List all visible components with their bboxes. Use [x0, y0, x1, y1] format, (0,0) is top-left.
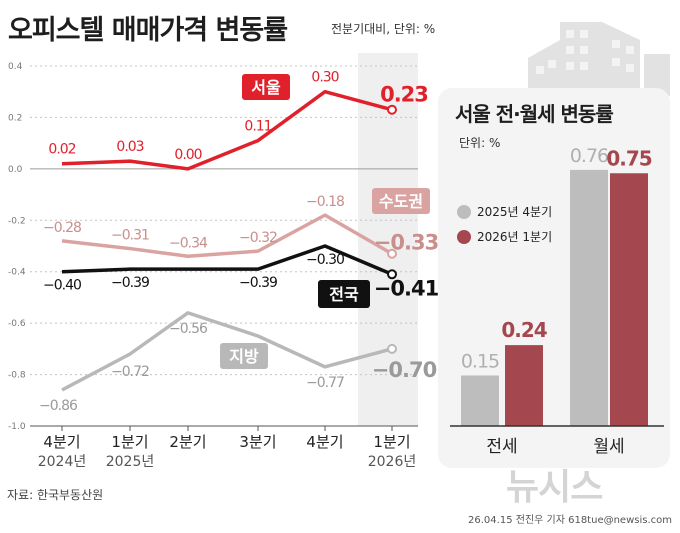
seoul-value-label: 0.00: [174, 147, 201, 163]
bar-category-label: 월세: [593, 437, 624, 457]
x-tick-year: 2026년: [368, 454, 417, 470]
credit-line: 26.04.15 전진우 기자 618tue@newsis.com: [468, 515, 672, 526]
metro-value-label: −0.18: [306, 194, 344, 210]
national-end-marker: [387, 269, 397, 280]
bar-category-label: 전세: [486, 437, 517, 457]
y-tick-label: 0.0: [8, 165, 23, 175]
local-end-marker: [387, 343, 397, 354]
metro-tag: [372, 188, 430, 214]
bar2025-bar: [461, 375, 499, 426]
metro-value-label: −0.28: [43, 220, 81, 236]
local-tag: [220, 343, 268, 369]
x-tick-year: 2024년: [38, 454, 87, 470]
national-value-label: −0.39: [111, 275, 149, 291]
x-tick-quarter: 4분기: [306, 433, 343, 451]
seoul-value-label: 0.02: [48, 142, 75, 158]
x-tick-quarter: 2분기: [169, 433, 206, 451]
watermark: 뉴시스: [506, 467, 603, 508]
local-line: [61, 311, 393, 392]
x-tick-quarter: 3분기: [239, 433, 276, 451]
x-tick-year: 2025년: [106, 454, 155, 470]
y-tick-label: -0.2: [8, 216, 26, 226]
y-tick-label: 0.2: [8, 113, 22, 123]
legend-2026-label: 2026년 1분기: [477, 230, 553, 244]
metro-value-label: −0.32: [239, 230, 277, 246]
bar2026-bar: [610, 173, 648, 426]
legend-2026: 2026년 1분기: [457, 228, 552, 245]
metro-value-label: −0.31: [111, 228, 149, 244]
y-tick-label: -0.4: [8, 268, 26, 278]
metro-end-marker: [387, 248, 397, 259]
seoul-value-label: 0.23: [380, 83, 428, 107]
bar2025-bar: [570, 169, 608, 426]
national-value-label: −0.40: [43, 278, 81, 294]
bar2026-bar: [505, 345, 543, 426]
legend-2026-marker: [457, 229, 471, 244]
y-tick-label: -0.6: [8, 319, 26, 329]
local-value-label: −0.86: [39, 398, 78, 414]
seoul-value-label: 0.11: [244, 119, 271, 135]
x-tick-quarter: 1분기: [111, 433, 148, 451]
seoul-tag-label: 서울: [251, 78, 281, 97]
y-tick-label: -1.0: [8, 422, 26, 432]
y-tick-label: -0.8: [8, 371, 26, 381]
national-line: [61, 244, 393, 276]
chart-subtitle: 전분기대비, 단위: %: [331, 22, 436, 36]
panel-unit: 단위: %: [459, 136, 501, 150]
chart-title: 오피스텔 매매가격 변동률: [8, 15, 288, 46]
bar2026-bar-label: 0.24: [501, 318, 546, 342]
legend-2025-marker: [457, 204, 471, 219]
local-value-label: −0.70: [372, 358, 437, 382]
metro-line: [61, 213, 393, 259]
x-tick-quarter: 4분기: [43, 433, 80, 451]
local-value-label: −0.56: [169, 321, 208, 337]
metro-tag-label: 수도권: [379, 192, 423, 211]
bar2026-bar-label: 0.75: [606, 146, 651, 170]
x-tick-quarter: 1분기: [373, 433, 410, 451]
national-tag-label: 전국: [329, 285, 359, 304]
source-note: 자료: 한국부동산원: [7, 488, 104, 502]
bar2025-bar-label: 0.76: [570, 145, 608, 167]
legend-2025: 2025년 4분기: [457, 203, 552, 220]
local-value-label: −0.77: [306, 375, 344, 391]
national-value-label: −0.30: [306, 252, 344, 268]
seoul-tag: [242, 74, 290, 100]
metro-value-label: −0.34: [169, 235, 208, 251]
seoul-line: [61, 89, 393, 171]
legend-2025-label: 2025년 4분기: [477, 205, 553, 219]
seoul-value-label: 0.30: [311, 70, 338, 86]
national-value-label: −0.41: [374, 276, 439, 300]
local-tag-label: 지방: [229, 347, 259, 366]
national-value-label: −0.39: [239, 275, 277, 291]
local-value-label: −0.72: [111, 364, 149, 380]
national-tag: [318, 280, 370, 308]
seoul-end-marker: [387, 104, 397, 115]
y-tick-label: 0.4: [8, 62, 23, 72]
metro-value-label: −0.33: [374, 231, 438, 255]
seoul-value-label: 0.03: [116, 139, 143, 155]
bar2025-bar-label: 0.15: [461, 350, 499, 372]
panel-title: 서울 전·월세 변동률: [455, 102, 614, 126]
